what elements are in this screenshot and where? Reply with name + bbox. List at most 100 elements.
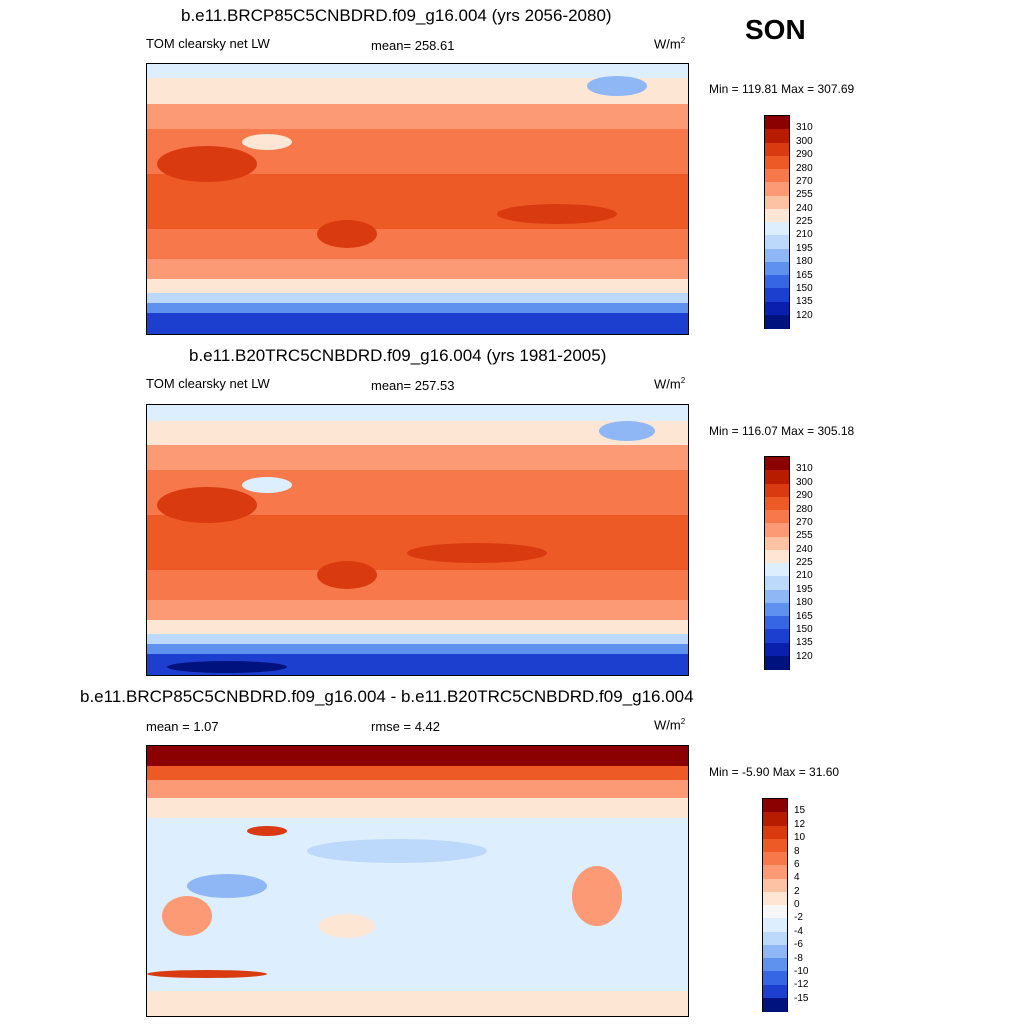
colorbar-tick-label: 135 bbox=[796, 637, 813, 649]
colorbar-tick-label: 12 bbox=[794, 818, 806, 830]
panel2-units: W/m2 bbox=[654, 376, 686, 392]
colorbar-swatch bbox=[765, 169, 789, 183]
colorbar-tick-label: 310 bbox=[796, 463, 813, 475]
band-sh-high bbox=[147, 620, 688, 634]
panel3-title: b.e11.BRCP85C5CNBDRD.f09_g16.004 - b.e11… bbox=[80, 687, 694, 706]
colorbar-tick-label: 225 bbox=[796, 557, 813, 568]
colorbar-swatch bbox=[765, 129, 789, 143]
colorbar-tick-label: 8 bbox=[794, 845, 800, 857]
colorbar-tick-label: -10 bbox=[794, 965, 809, 977]
colorbar-tick-label: 210 bbox=[796, 570, 813, 582]
colorbar-tick-label: 120 bbox=[796, 650, 813, 662]
panel1-map bbox=[146, 63, 689, 335]
panel2-map bbox=[146, 404, 689, 676]
band-sh-mid bbox=[147, 600, 688, 620]
colorbar-tick-label: 270 bbox=[796, 516, 813, 528]
panel1-variable-label: TOM clearsky net LW bbox=[146, 36, 270, 51]
colorbar-swatch bbox=[765, 549, 789, 564]
colorbar-swatch bbox=[763, 958, 787, 972]
colorbar-swatch bbox=[765, 576, 789, 590]
amazon-warming bbox=[572, 866, 622, 926]
band-antarctic-edge bbox=[147, 644, 688, 654]
colorbar-tick-label: -12 bbox=[794, 979, 809, 991]
colorbar-swatch bbox=[763, 852, 787, 866]
colorbar-tick-label: 255 bbox=[796, 189, 813, 201]
colorbar-swatch bbox=[763, 944, 787, 959]
colorbar-swatch bbox=[765, 142, 789, 157]
colorbar-swatch bbox=[763, 997, 787, 1012]
colorbar-swatch bbox=[765, 235, 789, 249]
panel1-minmax: Min = 119.81 Max = 307.69 bbox=[709, 82, 855, 96]
pacific-warm-tongue bbox=[497, 204, 617, 224]
band-southern-ocean bbox=[147, 634, 688, 644]
colorbar-swatch bbox=[763, 878, 787, 893]
band-sh-sub bbox=[147, 570, 688, 600]
panel2-colorbar bbox=[764, 456, 790, 670]
band-nh-mid bbox=[147, 104, 688, 129]
colorbar-swatch bbox=[765, 261, 789, 276]
colorbar-swatch bbox=[765, 457, 789, 471]
colorbar-swatch bbox=[763, 812, 787, 826]
sahara-warm bbox=[157, 487, 257, 523]
tibet-cool bbox=[242, 477, 292, 493]
colorbar-swatch bbox=[765, 301, 789, 316]
colorbar-tick-label: 240 bbox=[796, 202, 813, 214]
colorbar-tick-label: 135 bbox=[796, 296, 813, 308]
panel3-units: W/m2 bbox=[654, 717, 686, 733]
australia-warm bbox=[317, 561, 377, 589]
band-southern-ocean bbox=[147, 293, 688, 303]
africa-warming bbox=[162, 896, 212, 936]
colorbar-swatch bbox=[765, 470, 789, 484]
antarctica-slight bbox=[147, 991, 688, 1016]
season-label: SON bbox=[745, 14, 806, 45]
panel1-units: W/m2 bbox=[654, 36, 686, 52]
panel3-minmax: Min = -5.90 Max = 31.60 bbox=[709, 765, 840, 779]
band-sh-high bbox=[147, 279, 688, 293]
colorbar-swatch bbox=[765, 496, 789, 511]
colorbar-tick-label: 180 bbox=[796, 597, 813, 609]
colorbar-swatch bbox=[765, 483, 789, 498]
colorbar-swatch bbox=[763, 799, 787, 813]
band-arctic-edge bbox=[147, 405, 688, 421]
colorbar-tick-label: 280 bbox=[796, 503, 813, 515]
colorbar-tick-label: 195 bbox=[796, 583, 813, 595]
colorbar-swatch bbox=[763, 825, 787, 840]
pacific-cooling bbox=[307, 839, 487, 863]
colorbar-tick-label: 120 bbox=[796, 309, 813, 321]
colorbar-swatch bbox=[765, 642, 789, 657]
colorbar-swatch bbox=[765, 523, 789, 537]
colorbar-tick-label: -8 bbox=[794, 952, 803, 964]
greenland-cold bbox=[599, 421, 655, 441]
colorbar-tick-label: 300 bbox=[796, 476, 813, 488]
colorbar-tick-label: 280 bbox=[796, 162, 813, 174]
colorbar-swatch bbox=[765, 536, 789, 551]
colorbar-swatch bbox=[765, 563, 789, 577]
band-sh-sub bbox=[147, 229, 688, 259]
colorbar-swatch bbox=[765, 275, 789, 289]
colorbar-swatch bbox=[765, 288, 789, 302]
band-nh-mid bbox=[147, 445, 688, 470]
colorbar-tick-label: 240 bbox=[796, 543, 813, 555]
tibet-cool bbox=[242, 134, 292, 150]
band-tropics bbox=[147, 515, 688, 570]
colorbar-tick-label: 150 bbox=[796, 282, 813, 294]
band-tropics bbox=[147, 174, 688, 229]
colorbar-swatch bbox=[763, 971, 787, 985]
southern-ocean-warm-streak bbox=[147, 970, 267, 978]
colorbar-tick-label: 310 bbox=[796, 122, 813, 134]
australia-warm bbox=[317, 220, 377, 248]
colorbar-tick-label: 195 bbox=[796, 242, 813, 254]
band-antarctica bbox=[147, 654, 688, 675]
arctic-margin-warming bbox=[147, 766, 688, 780]
colorbar-swatch bbox=[763, 865, 787, 879]
colorbar-swatch bbox=[765, 195, 789, 210]
colorbar-tick-label: -4 bbox=[794, 925, 803, 937]
colorbar-tick-label: 165 bbox=[796, 269, 813, 281]
australia-slight bbox=[319, 914, 375, 938]
panel1-title: b.e11.BRCP85C5CNBDRD.f09_g16.004 (yrs 20… bbox=[181, 6, 612, 25]
colorbar-swatch bbox=[765, 616, 789, 630]
colorbar-tick-label: 15 bbox=[794, 805, 806, 817]
panel3-map bbox=[146, 745, 689, 1017]
colorbar-swatch bbox=[765, 155, 789, 170]
colorbar-tick-label: 6 bbox=[794, 858, 800, 870]
